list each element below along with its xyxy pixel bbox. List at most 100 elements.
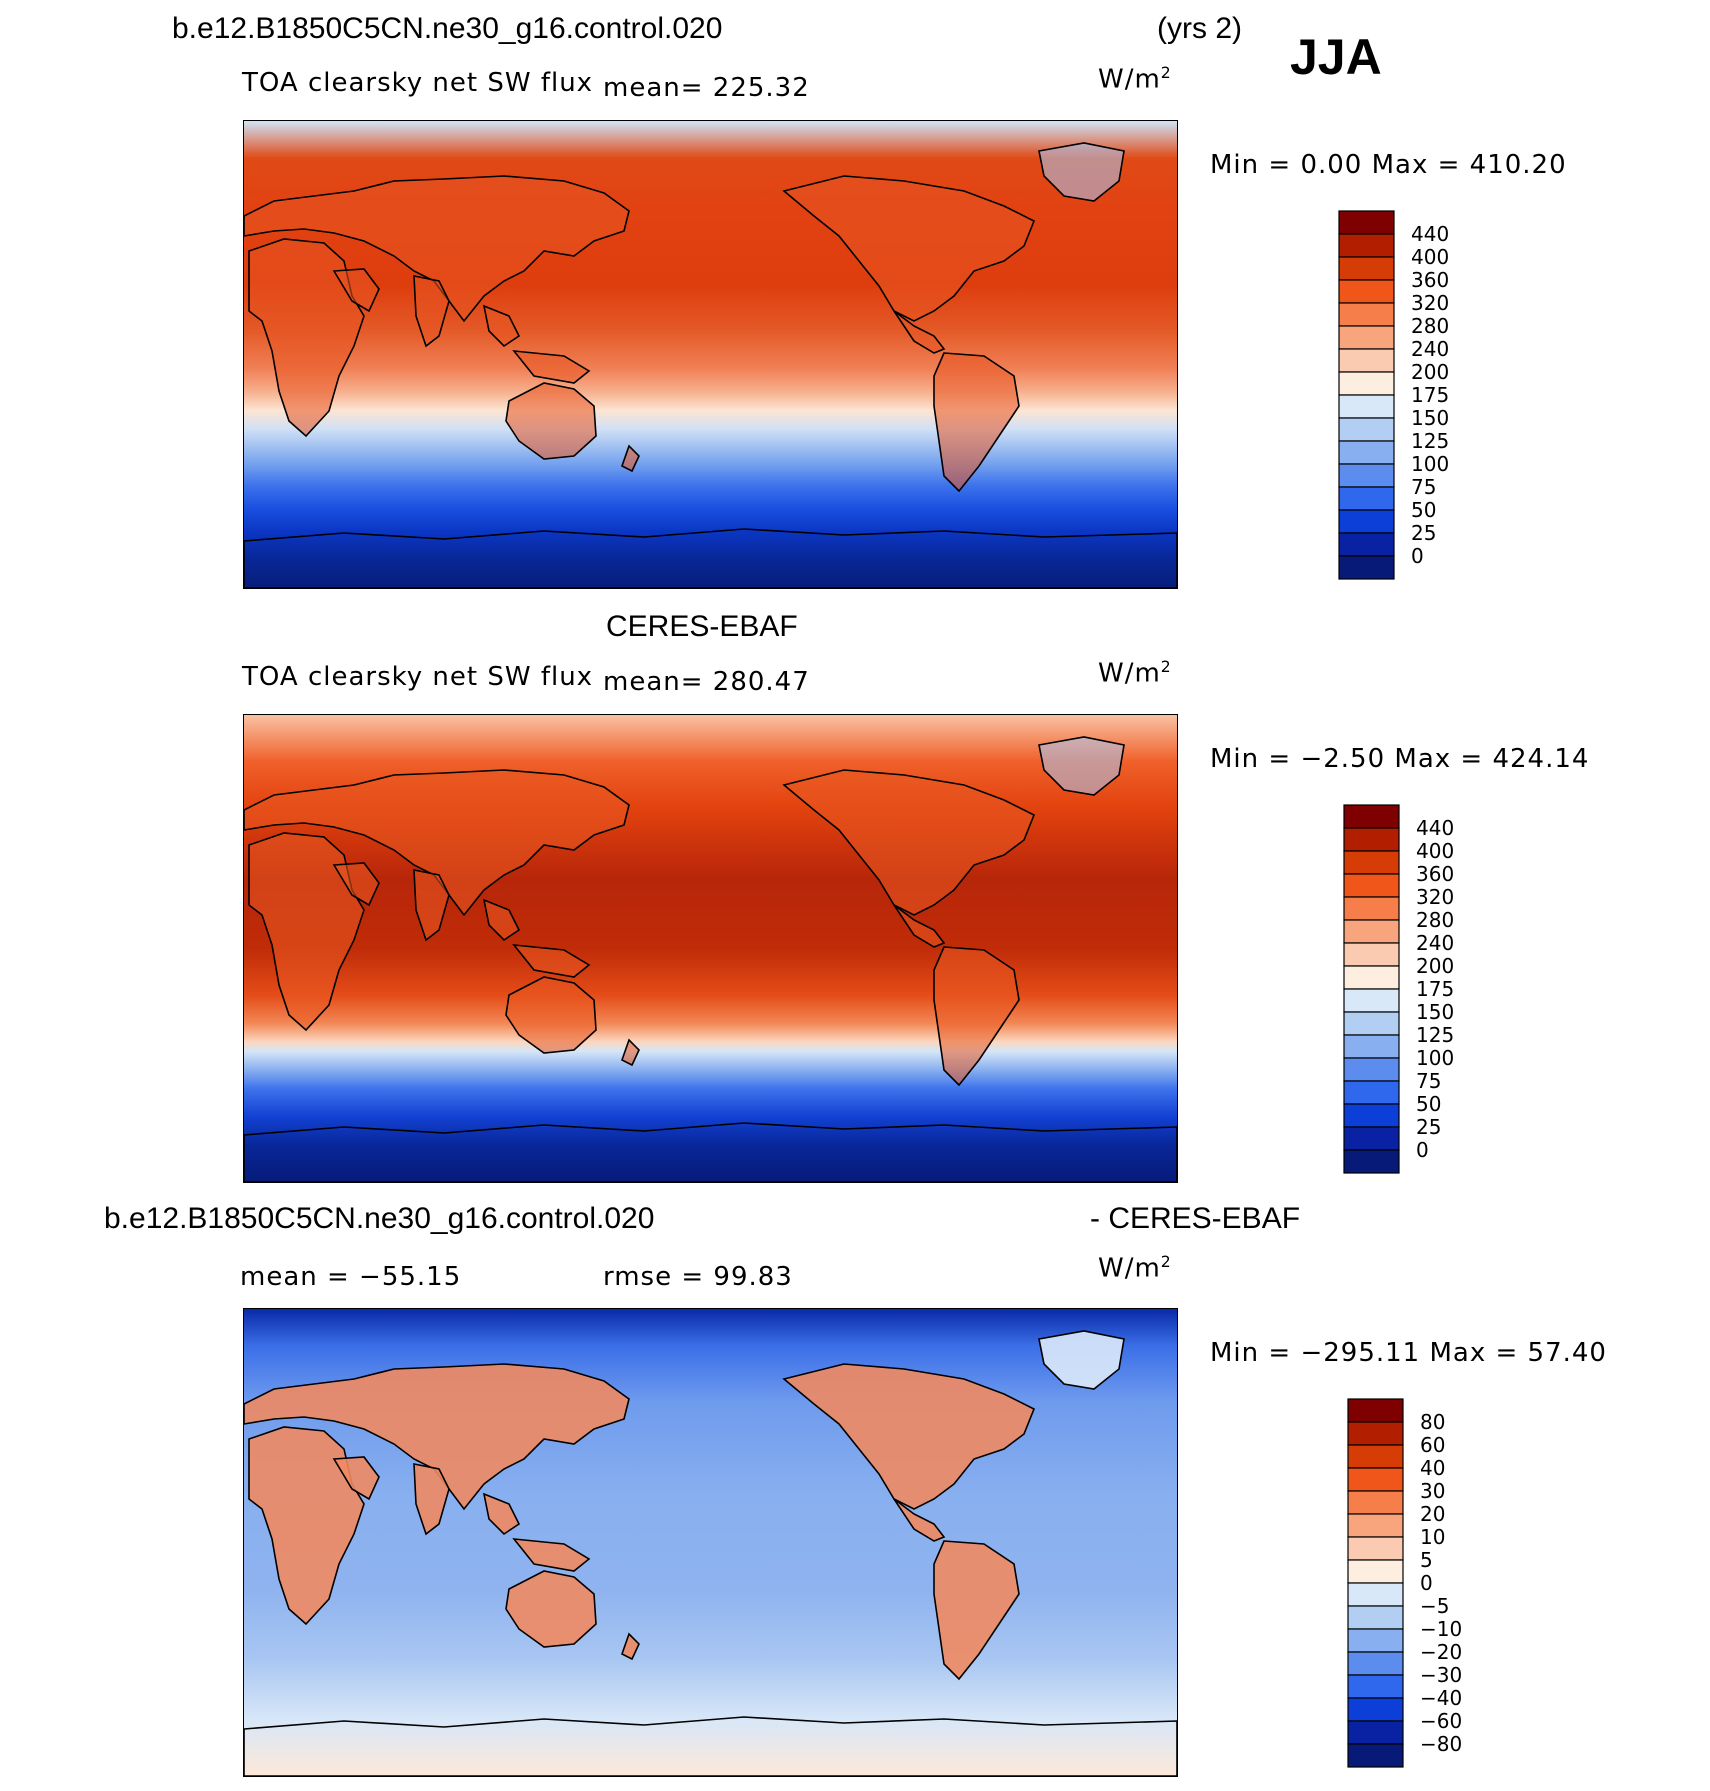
panel1-minmax: Min = 0.00 Max = 410.20 [1210, 150, 1567, 180]
colorbar-tick-label: −10 [1420, 1617, 1462, 1641]
continent-outline [248, 238, 365, 438]
colorbar-swatch [1338, 463, 1395, 488]
continent-outline [782, 175, 1036, 322]
continent-outline [413, 1463, 450, 1536]
panel1-map-field [244, 121, 1177, 588]
colorbar-swatch [1343, 988, 1400, 1013]
continent-outline [512, 350, 591, 384]
continent-outline [933, 946, 1020, 1087]
panel3-map [243, 1308, 1178, 1777]
colorbar-tick-label: 100 [1411, 452, 1449, 476]
continent-outline [893, 904, 946, 948]
antarctica-coastline [244, 1122, 1177, 1182]
colorbar-swatch [1338, 233, 1395, 258]
colorbar-tick-label: 280 [1416, 908, 1454, 932]
colorbar-tick-label: −60 [1420, 1709, 1462, 1733]
continent-outline [782, 1363, 1036, 1510]
continent-outline [933, 352, 1020, 493]
colorbar-tick-label: 75 [1411, 475, 1436, 499]
colorbar-swatch [1347, 1697, 1404, 1722]
colorbar-swatch [1338, 394, 1395, 419]
colorbar-tick-label: −80 [1420, 1732, 1462, 1756]
antarctica-coastline [244, 528, 1177, 588]
colorbar-tick-label: 0 [1416, 1138, 1429, 1162]
panel3-heading-right: - CERES-EBAF [1090, 1202, 1301, 1235]
colorbar-tick-label: 440 [1416, 816, 1454, 840]
continent-outline [332, 862, 380, 907]
colorbar-swatch [1343, 804, 1400, 829]
continent-outline [782, 769, 1036, 916]
colorbar-tick-label: 125 [1416, 1023, 1454, 1047]
colorbar-tick-label: 10 [1420, 1525, 1445, 1549]
colorbar-swatch [1347, 1490, 1404, 1515]
colorbar-tick-label: 200 [1416, 954, 1454, 978]
panel3-heading-left: b.e12.B1850C5CN.ne30_g16.control.020 [104, 1202, 655, 1235]
panel3-colorbar: 80 60 40 30 20 10 5 0 −5 −10 −20 −30 −40 −60 −80 [1347, 1398, 1482, 1775]
panel1-map [243, 120, 1178, 589]
colorbar-tick-label: 280 [1411, 314, 1449, 338]
panel3-rmse: rmse = 99.83 [603, 1262, 793, 1292]
panel2-heading: CERES-EBAF [606, 610, 798, 643]
colorbar-tick-label: −5 [1420, 1594, 1449, 1618]
colorbar-tick-label: 75 [1416, 1069, 1441, 1093]
colorbar-swatch [1347, 1651, 1404, 1676]
continent-outline [248, 832, 365, 1032]
panel2-variable: TOA clearsky net SW flux [242, 662, 594, 692]
continent-outline [621, 1038, 640, 1067]
panel2-colorbar: 440 400 360 320 280 240 200 175 150 125 100 75 50 25 0 [1343, 804, 1478, 1181]
panel1-variable: TOA clearsky net SW flux [242, 68, 594, 98]
panel3-map-field [244, 1309, 1177, 1776]
colorbar-swatch [1343, 1126, 1400, 1151]
continent-outline [933, 1540, 1020, 1681]
continent-outline [482, 1492, 521, 1536]
colorbar-swatch [1347, 1559, 1404, 1584]
colorbar-swatch [1338, 348, 1395, 373]
continent-outline [482, 898, 521, 942]
continent-outline [512, 1538, 591, 1572]
continent-outline [1038, 1330, 1125, 1390]
colorbar-tick-label: 240 [1416, 931, 1454, 955]
colorbar-tick-label: 20 [1420, 1502, 1445, 1526]
colorbar-tick-label: 150 [1411, 406, 1449, 430]
panel3-units: W/m2 [1098, 1253, 1172, 1284]
colorbar-tick-label: 360 [1416, 862, 1454, 886]
colorbar-tick-label: 0 [1420, 1571, 1433, 1595]
colorbar-swatch [1338, 509, 1395, 534]
colorbar-tick-label: 50 [1416, 1092, 1441, 1116]
colorbar-swatch [1347, 1674, 1404, 1699]
colorbar-tick-label: 125 [1411, 429, 1449, 453]
colorbar-swatch [1338, 325, 1395, 350]
continent-outline [244, 769, 630, 917]
panel3-minmax: Min = −295.11 Max = 57.40 [1210, 1338, 1607, 1368]
colorbar-tick-label: 200 [1411, 360, 1449, 384]
colorbar-tick-label: −30 [1420, 1663, 1462, 1687]
colorbar-tick-label: 100 [1416, 1046, 1454, 1070]
colorbar-tick-label: 80 [1420, 1410, 1445, 1434]
colorbar-tick-label: −20 [1420, 1640, 1462, 1664]
colorbar-swatch [1343, 873, 1400, 898]
colorbar-swatch [1347, 1536, 1404, 1561]
colorbar-tick-label: 400 [1416, 839, 1454, 863]
continent-outline [505, 382, 597, 460]
continent-outline [244, 1363, 630, 1511]
continent-outline [413, 275, 450, 348]
colorbar-tick-label: 240 [1411, 337, 1449, 361]
colorbar-tick-label: 175 [1411, 383, 1449, 407]
colorbar-tick-label: 175 [1416, 977, 1454, 1001]
panel2-map-field [244, 715, 1177, 1182]
continent-outline [482, 304, 521, 348]
colorbar-swatch [1343, 965, 1400, 990]
panel2-minmax: Min = −2.50 Max = 424.14 [1210, 744, 1590, 774]
panel2-map [243, 714, 1178, 1183]
colorbar-swatch [1343, 896, 1400, 921]
continent-outline [893, 1498, 946, 1542]
continent-outline [505, 976, 597, 1054]
continent-outline [332, 1456, 380, 1501]
colorbar-swatch [1347, 1513, 1404, 1538]
colorbar-swatch [1338, 440, 1395, 465]
colorbar-tick-label: 40 [1420, 1456, 1445, 1480]
colorbar-swatch [1347, 1467, 1404, 1492]
continent-outline [512, 944, 591, 978]
